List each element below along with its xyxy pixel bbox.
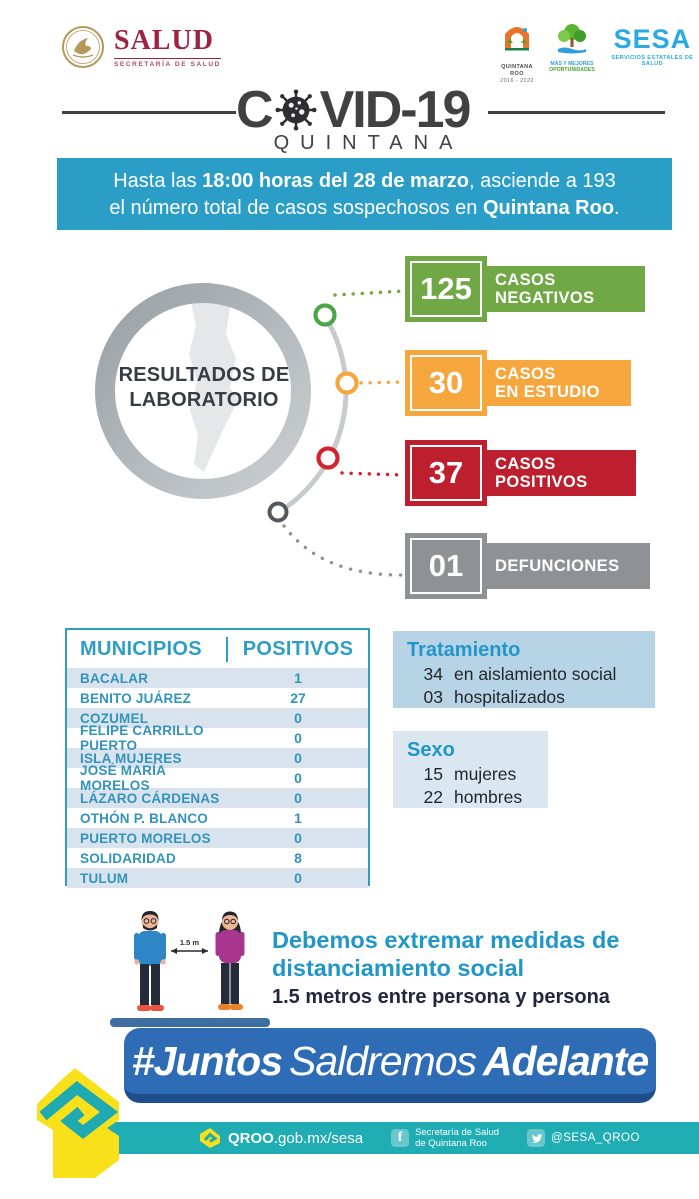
negativos-count: 125 bbox=[410, 261, 482, 317]
distancing-subline: 1.5 metros entre persona y persona bbox=[272, 986, 610, 1008]
table-row: COZUMEL 0 bbox=[67, 708, 368, 728]
oportunidades-logo: MÁS Y MEJORES OPORTUNIDADES bbox=[548, 22, 596, 73]
node-defunciones bbox=[267, 501, 289, 523]
woman-figure bbox=[215, 911, 245, 1010]
salud-wordmark: SALUD bbox=[114, 24, 214, 56]
alert-banner: Hasta las 18:00 horas del 28 de marzo, a… bbox=[57, 158, 672, 230]
salud-eagle-seal-icon bbox=[62, 26, 104, 68]
page-title: C VID-19 bbox=[236, 81, 472, 139]
quintana-roo-arch-icon bbox=[505, 27, 530, 51]
badge-casos-en-estudio: CASOS EN ESTUDIO 30 bbox=[405, 350, 665, 428]
twitter-icon bbox=[527, 1129, 546, 1147]
results-ring bbox=[95, 283, 311, 499]
table-row: BENITO JUÁREZ 27 bbox=[80, 690, 306, 706]
oportunidades-line1: MÁS Y MEJORES bbox=[550, 61, 594, 67]
sexo-box: Sexo 15 mujeres 22 hombres bbox=[393, 731, 548, 808]
distance-arrow bbox=[171, 948, 208, 954]
footer-facebook-text: Secretaría de Salud de Quintana Roo bbox=[415, 1126, 500, 1149]
title-rule-right bbox=[488, 111, 665, 114]
footer-bar: QROO.gob.mx/sesa f Secretaría de Salud d… bbox=[55, 1122, 699, 1154]
col-positivos: POSITIVOS bbox=[242, 637, 354, 660]
table-row: LÁZARO CÁRDENAS 0 bbox=[67, 788, 368, 808]
virus-icon bbox=[275, 89, 317, 131]
title-suffix: VID-19 bbox=[319, 81, 472, 139]
qr-logo-title: QUINTANA ROO bbox=[501, 64, 533, 78]
estudio-count: 30 bbox=[410, 355, 482, 411]
sesa-logo: SESA SERVICIOS ESTATALES DE SALUD bbox=[606, 24, 699, 68]
alert-line1: Hasta las 18:00 horas del 28 de marzo, a… bbox=[113, 170, 616, 192]
table-row: SOLIDARIDAD 8 bbox=[80, 850, 302, 866]
table-row: BACALAR 1 bbox=[67, 668, 368, 688]
col-municipios: MUNICIPIOS bbox=[80, 637, 202, 660]
node-positivos bbox=[316, 446, 340, 470]
lab-circle-label: RESULTADOS DE LABORATORIO bbox=[118, 364, 290, 411]
campaign-banner: #Juntos Saldremos Adelante bbox=[124, 1028, 656, 1103]
oportunidades-line2: OPORTUNIDADES bbox=[549, 67, 595, 74]
qr-logo-years: 2016 - 2022 bbox=[500, 78, 534, 85]
sexo-title: Sexo bbox=[407, 739, 455, 761]
table-row: FELIPE CARRILLO PUERTO 0 bbox=[80, 723, 302, 753]
government-logos: QUINTANA ROO 2016 - 2022 MÁS Y MEJORES O… bbox=[494, 18, 699, 85]
table-header: MUNICIPIOS POSITIVOS bbox=[67, 630, 368, 668]
tratamiento-title: Tratamiento bbox=[407, 639, 521, 661]
table-row: ISLA MUJERES 0 bbox=[67, 748, 368, 768]
distance-label: 1.5 m bbox=[180, 938, 200, 947]
badge-casos-negativos: CASOS NEGATIVOS 125 bbox=[405, 256, 665, 334]
defunciones-count: 01 bbox=[410, 538, 482, 594]
campaign-end: Adelante bbox=[483, 1037, 649, 1084]
title-prefix: C bbox=[236, 81, 274, 139]
node-estudio bbox=[335, 371, 359, 395]
footer-url: QROO.gob.mx/sesa bbox=[228, 1129, 364, 1147]
qroo-mini-logo-icon bbox=[200, 1128, 220, 1148]
lab-results-diagram bbox=[95, 282, 406, 577]
qroo-greca-logo bbox=[37, 1068, 119, 1178]
table-row: JOSÉ MARÍA MORELOS 0 bbox=[80, 763, 302, 793]
tratamiento-box: Tratamiento 34 en aislamiento social 03 ho… bbox=[393, 631, 655, 708]
municipios-table: MUNICIPIOS POSITIVOS BACALAR 1 BENITO JUÁ… bbox=[65, 628, 370, 888]
quintana-roo-map-silhouette bbox=[189, 282, 238, 472]
salud-subtitle: SECRETARÍA DE SALUD bbox=[114, 57, 221, 68]
positivos-count: 37 bbox=[410, 445, 482, 501]
facebook-icon: f bbox=[391, 1129, 410, 1147]
salud-logo: SALUD SECRETARÍA DE SALUD bbox=[60, 24, 221, 70]
header-divider bbox=[225, 636, 228, 662]
dotted-line-negativos bbox=[333, 289, 406, 297]
quintana-roo-logo: QUINTANA ROO 2016 - 2022 bbox=[494, 18, 540, 85]
social-distancing-illustration: 1.5 m bbox=[110, 911, 270, 1027]
badge-defunciones: DEFUNCIONES 01 bbox=[405, 533, 665, 611]
footer-twitter-handle: @SESA_QROO bbox=[551, 1132, 640, 1144]
campaign-middle: Saldremos bbox=[289, 1037, 477, 1084]
sesa-wordmark: SESA bbox=[613, 24, 692, 54]
distancing-headline: Debemos extremar medidas de distanciamie… bbox=[272, 927, 620, 981]
sesa-subtitle: SERVICIOS ESTATALES DE SALUD bbox=[611, 55, 694, 67]
table-row: TULUM 0 bbox=[67, 868, 368, 888]
tree-icon bbox=[557, 24, 586, 54]
badge-casos-positivos: CASOS POSITIVOS 37 bbox=[405, 440, 665, 518]
table-row: OTHÓN P. BLANCO 1 bbox=[80, 810, 302, 826]
connector-arc bbox=[276, 314, 349, 515]
title-rule-left bbox=[62, 111, 236, 114]
dotted-line-positivos bbox=[340, 471, 406, 477]
table-row: PUERTO MORELOS 0 bbox=[67, 828, 368, 848]
dotted-line-defunciones bbox=[282, 524, 406, 577]
campaign-hashtag: #Juntos bbox=[131, 1037, 283, 1084]
man-figure bbox=[134, 911, 166, 1011]
alert-line2: el número total de casos sospechosos en … bbox=[109, 197, 620, 219]
dotted-line-estudio bbox=[359, 380, 406, 385]
node-negativos bbox=[313, 303, 337, 327]
